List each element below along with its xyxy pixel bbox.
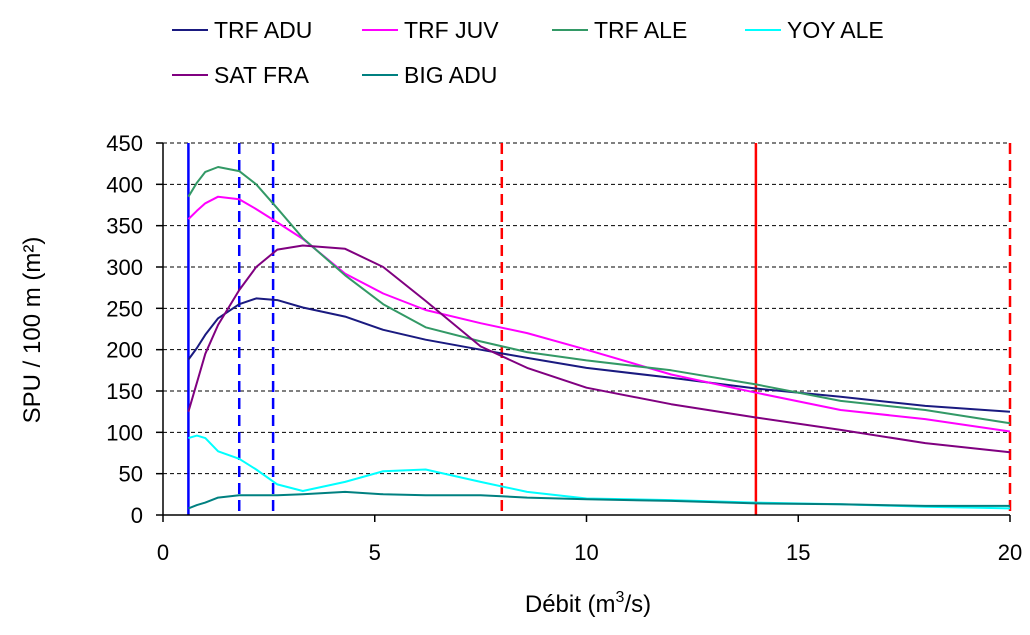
x-axis-title-sup: 3	[616, 589, 625, 606]
axes	[156, 142, 1011, 522]
x-axis-title-tail: /s)	[624, 591, 651, 618]
series-line-trf-ale	[187, 166, 1011, 425]
series-line-trf-juv	[187, 195, 1011, 433]
x-tick-label-10: 10	[574, 540, 598, 565]
legend-label: YOY ALE	[787, 17, 884, 43]
series-line-sat-fra	[187, 244, 1011, 454]
y-tick-label-300: 300	[106, 255, 143, 280]
y-tick-label-50: 50	[119, 462, 143, 487]
y-tick-label-450: 450	[106, 131, 143, 156]
legend-item-big-adu: BIG ADU	[362, 62, 497, 88]
x-tick-label-20: 20	[998, 540, 1022, 565]
legend-label: TRF ADU	[214, 17, 312, 43]
legend-label: TRF ALE	[594, 17, 687, 43]
legend-label: SAT FRA	[214, 62, 310, 88]
legend-item-sat-fra: SAT FRA	[172, 62, 310, 88]
y-tick-label-350: 350	[106, 214, 143, 239]
y-tick-label-150: 150	[106, 379, 143, 404]
legend-item-trf-adu: TRF ADU	[172, 17, 312, 43]
x-axis-title: Débit (m3/s)	[525, 589, 651, 618]
legend-label: TRF JUV	[404, 17, 499, 43]
gridlines	[163, 142, 1010, 475]
x-tick-label-15: 15	[786, 540, 810, 565]
x-tick-label-0: 0	[157, 540, 169, 565]
x-tick-labels: 0 5 10 15 20	[157, 540, 1022, 565]
y-tick-labels: 0 50 100 150 200 250 300 350 400 450	[106, 131, 143, 528]
legend-item-trf-juv: TRF JUV	[362, 17, 499, 43]
series-line-yoy-ale	[188, 434, 1011, 510]
y-tick-label-0: 0	[131, 503, 143, 528]
x-tick-label-5: 5	[369, 540, 381, 565]
legend-item-trf-ale: TRF ALE	[552, 17, 687, 43]
legend: TRF ADU TRF JUV TRF ALE YOY ALE SAT FRA BIG A…	[172, 17, 884, 88]
y-tick-label-200: 200	[106, 338, 143, 363]
legend-label: BIG ADU	[404, 62, 497, 88]
legend-item-yoy-ale: YOY ALE	[745, 17, 884, 43]
x-axis-title-main: Débit (m	[525, 591, 616, 618]
series-line-big-adu	[188, 490, 1010, 510]
series-line-trf-adu	[187, 297, 1011, 413]
y-tick-label-100: 100	[106, 420, 143, 445]
y-tick-label-250: 250	[106, 296, 143, 321]
y-axis-title: SPU / 100 m (m²)	[19, 237, 46, 424]
y-tick-label-400: 400	[106, 172, 143, 197]
series-lines	[187, 166, 1011, 510]
reference-lines	[187, 143, 1012, 515]
